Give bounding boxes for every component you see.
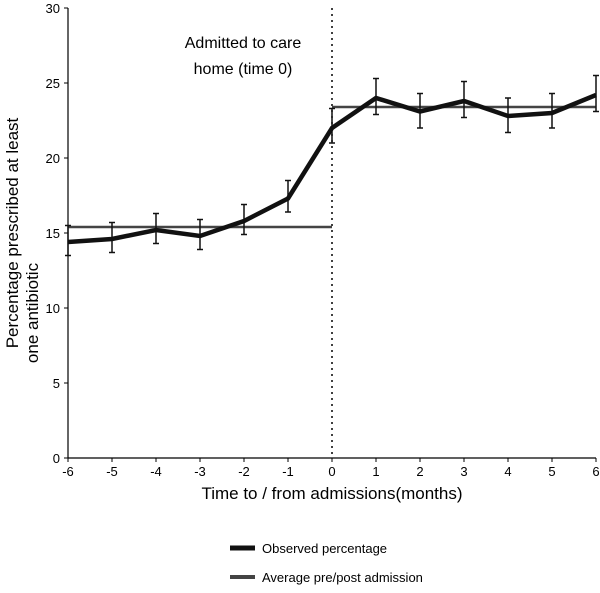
x-tick-label: 1 [372,464,379,479]
x-axis-label: Time to / from admissions(months) [201,484,462,503]
y-tick-label: 30 [46,1,60,16]
y-tick-label: 15 [46,226,60,241]
x-tick-label: 2 [416,464,423,479]
x-tick-label: 6 [592,464,599,479]
x-tick-label: -5 [106,464,118,479]
x-tick-label: -4 [150,464,162,479]
y-tick-label: 10 [46,301,60,316]
x-tick-label: 0 [328,464,335,479]
x-tick-label: -3 [194,464,206,479]
x-tick-label: 5 [548,464,555,479]
axes: 0 5 10 15 20 25 30 -6 -5 -4 -3 -2 -1 0 1 2 3 4 5 6 [46,1,600,479]
marks [65,8,599,458]
annotation-line-1: Admitted to care [185,35,302,52]
legend-label-average: Average pre/post admission [262,570,423,585]
x-tick-label: -6 [62,464,74,479]
annotation-line-2: home (time 0) [194,61,293,78]
legend-label-observed: Observed percentage [262,541,387,556]
x-tick-label: -1 [282,464,294,479]
legend: Observed percentage Average pre/post adm… [230,541,423,585]
y-tick-label: 25 [46,76,60,91]
y-axis-label-line-1: Percentage prescribed at least [3,117,22,348]
y-axis-label-line-2: one antibiotic [23,262,42,363]
y-tick-label: 0 [53,451,60,466]
y-tick-label: 20 [46,151,60,166]
x-tick-label: -2 [238,464,250,479]
y-tick-label: 5 [53,376,60,391]
x-tick-label: 3 [460,464,467,479]
x-tick-label: 4 [504,464,511,479]
